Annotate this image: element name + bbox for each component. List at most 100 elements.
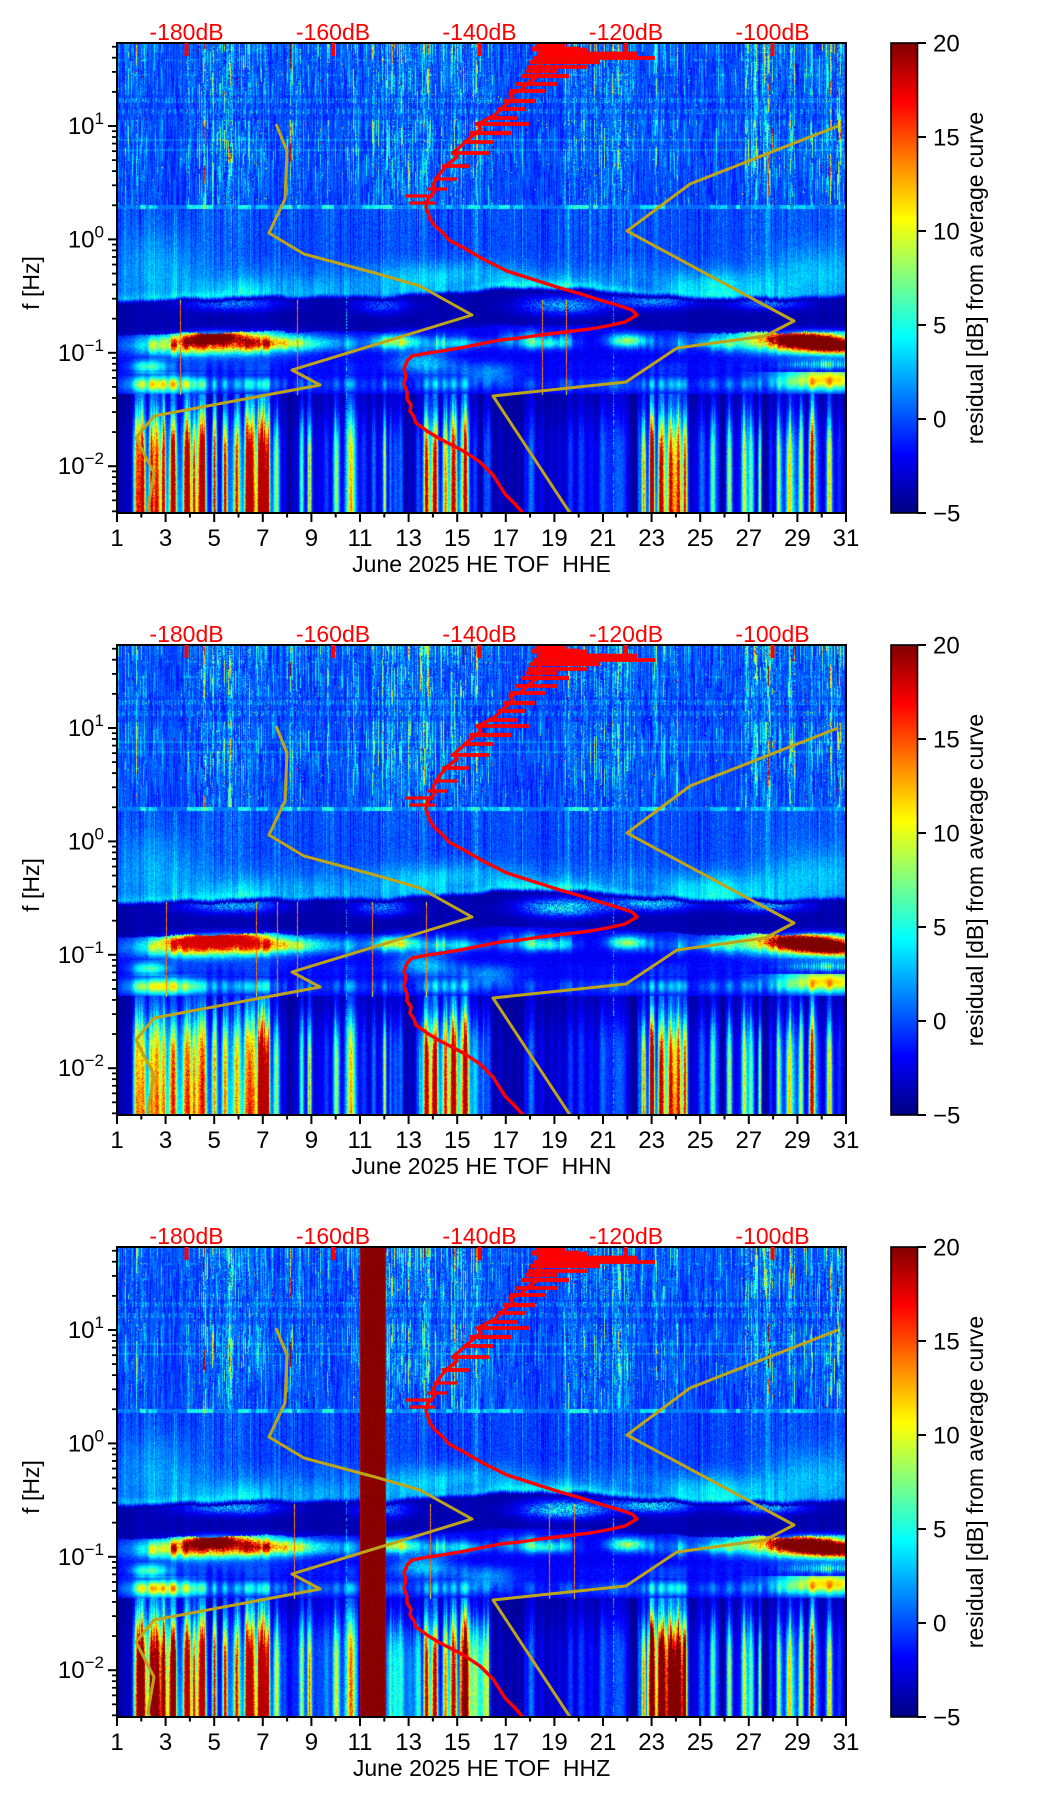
svg-text:19: 19: [541, 1127, 568, 1154]
svg-text:5: 5: [208, 525, 221, 552]
svg-text:29: 29: [784, 1127, 811, 1154]
svg-text:10: 10: [933, 1423, 960, 1450]
svg-text:31: 31: [833, 1127, 860, 1154]
svg-text:June 2025 HE TOF HHN: June 2025 HE TOF HHN: [352, 1153, 612, 1179]
svg-text:13: 13: [395, 1127, 422, 1154]
svg-text:3: 3: [159, 1729, 172, 1756]
svg-text:residual [dB] from average cur: residual [dB] from average curve: [962, 714, 988, 1046]
svg-text:100: 100: [68, 222, 104, 253]
svg-text:25: 25: [687, 525, 714, 552]
svg-text:−5: −5: [933, 1705, 960, 1732]
svg-text:residual [dB] from average cur: residual [dB] from average curve: [962, 1316, 988, 1648]
svg-text:10−1: 10−1: [58, 1540, 104, 1571]
svg-text:5: 5: [208, 1127, 221, 1154]
svg-text:-180dB: -180dB: [149, 1223, 223, 1249]
svg-text:21: 21: [590, 525, 617, 552]
svg-text:5: 5: [933, 915, 946, 942]
svg-text:7: 7: [256, 525, 269, 552]
svg-text:3: 3: [159, 525, 172, 552]
svg-text:21: 21: [590, 1729, 617, 1756]
svg-text:31: 31: [833, 1729, 860, 1756]
svg-text:29: 29: [784, 1729, 811, 1756]
svg-text:15: 15: [933, 727, 960, 754]
svg-text:15: 15: [933, 1329, 960, 1356]
svg-text:-140dB: -140dB: [442, 1223, 516, 1249]
svg-text:1: 1: [110, 1729, 123, 1756]
svg-text:11: 11: [348, 1127, 373, 1154]
svg-text:23: 23: [638, 1127, 665, 1154]
svg-text:7: 7: [256, 1729, 269, 1756]
svg-text:0: 0: [933, 1611, 946, 1638]
svg-text:1: 1: [110, 525, 123, 552]
svg-text:5: 5: [933, 1517, 946, 1544]
svg-text:20: 20: [933, 1235, 960, 1262]
svg-text:25: 25: [687, 1127, 714, 1154]
svg-text:10: 10: [933, 821, 960, 848]
svg-text:-120dB: -120dB: [589, 621, 663, 647]
svg-text:-100dB: -100dB: [735, 19, 809, 45]
svg-text:-120dB: -120dB: [589, 1223, 663, 1249]
svg-text:10: 10: [933, 219, 960, 246]
svg-text:-100dB: -100dB: [735, 1223, 809, 1249]
svg-text:25: 25: [687, 1729, 714, 1756]
svg-text:3: 3: [159, 1127, 172, 1154]
svg-text:−5: −5: [933, 501, 960, 528]
svg-text:10−2: 10−2: [58, 1653, 104, 1684]
svg-text:21: 21: [590, 1127, 617, 1154]
svg-text:101: 101: [68, 711, 104, 742]
svg-text:10−2: 10−2: [58, 449, 104, 480]
svg-text:10−1: 10−1: [58, 336, 104, 367]
svg-text:15: 15: [444, 1127, 471, 1154]
svg-text:19: 19: [541, 1729, 568, 1756]
svg-text:20: 20: [933, 633, 960, 660]
svg-text:9: 9: [305, 525, 318, 552]
svg-text:5: 5: [208, 1729, 221, 1756]
svg-text:-180dB: -180dB: [149, 621, 223, 647]
svg-text:-120dB: -120dB: [589, 19, 663, 45]
svg-text:23: 23: [638, 525, 665, 552]
svg-text:10−1: 10−1: [58, 938, 104, 969]
svg-text:11: 11: [348, 525, 373, 552]
svg-text:15: 15: [933, 125, 960, 152]
svg-text:10−2: 10−2: [58, 1051, 104, 1082]
svg-text:-160dB: -160dB: [296, 19, 370, 45]
svg-text:f [Hz]: f [Hz]: [18, 1460, 44, 1514]
svg-text:June 2025 HE TOF HHE: June 2025 HE TOF HHE: [352, 551, 611, 577]
svg-text:0: 0: [933, 1009, 946, 1036]
svg-text:23: 23: [638, 1729, 665, 1756]
svg-text:residual [dB] from average cur: residual [dB] from average curve: [962, 112, 988, 444]
svg-text:-160dB: -160dB: [296, 1223, 370, 1249]
svg-text:100: 100: [68, 1426, 104, 1457]
svg-text:-180dB: -180dB: [149, 19, 223, 45]
svg-text:1: 1: [110, 1127, 123, 1154]
svg-text:-140dB: -140dB: [442, 621, 516, 647]
svg-text:15: 15: [444, 1729, 471, 1756]
svg-text:100: 100: [68, 824, 104, 855]
svg-text:29: 29: [784, 525, 811, 552]
svg-text:9: 9: [305, 1127, 318, 1154]
svg-text:-140dB: -140dB: [442, 19, 516, 45]
svg-text:f [Hz]: f [Hz]: [18, 858, 44, 912]
svg-text:15: 15: [444, 525, 471, 552]
svg-text:17: 17: [492, 1729, 519, 1756]
svg-text:31: 31: [833, 525, 860, 552]
svg-text:13: 13: [395, 1729, 422, 1756]
svg-text:11: 11: [348, 1729, 373, 1756]
svg-text:27: 27: [735, 1729, 762, 1756]
svg-text:17: 17: [492, 525, 519, 552]
svg-text:17: 17: [492, 1127, 519, 1154]
svg-text:-100dB: -100dB: [735, 621, 809, 647]
svg-text:101: 101: [68, 1313, 104, 1344]
svg-text:-160dB: -160dB: [296, 621, 370, 647]
svg-text:f [Hz]: f [Hz]: [18, 256, 44, 310]
svg-text:−5: −5: [933, 1103, 960, 1130]
svg-text:19: 19: [541, 525, 568, 552]
svg-text:7: 7: [256, 1127, 269, 1154]
svg-text:27: 27: [735, 525, 762, 552]
svg-text:101: 101: [68, 109, 104, 140]
svg-text:20: 20: [933, 31, 960, 58]
svg-text:5: 5: [933, 313, 946, 340]
svg-text:June 2025 HE TOF HHZ: June 2025 HE TOF HHZ: [353, 1755, 610, 1781]
svg-text:27: 27: [735, 1127, 762, 1154]
svg-text:9: 9: [305, 1729, 318, 1756]
